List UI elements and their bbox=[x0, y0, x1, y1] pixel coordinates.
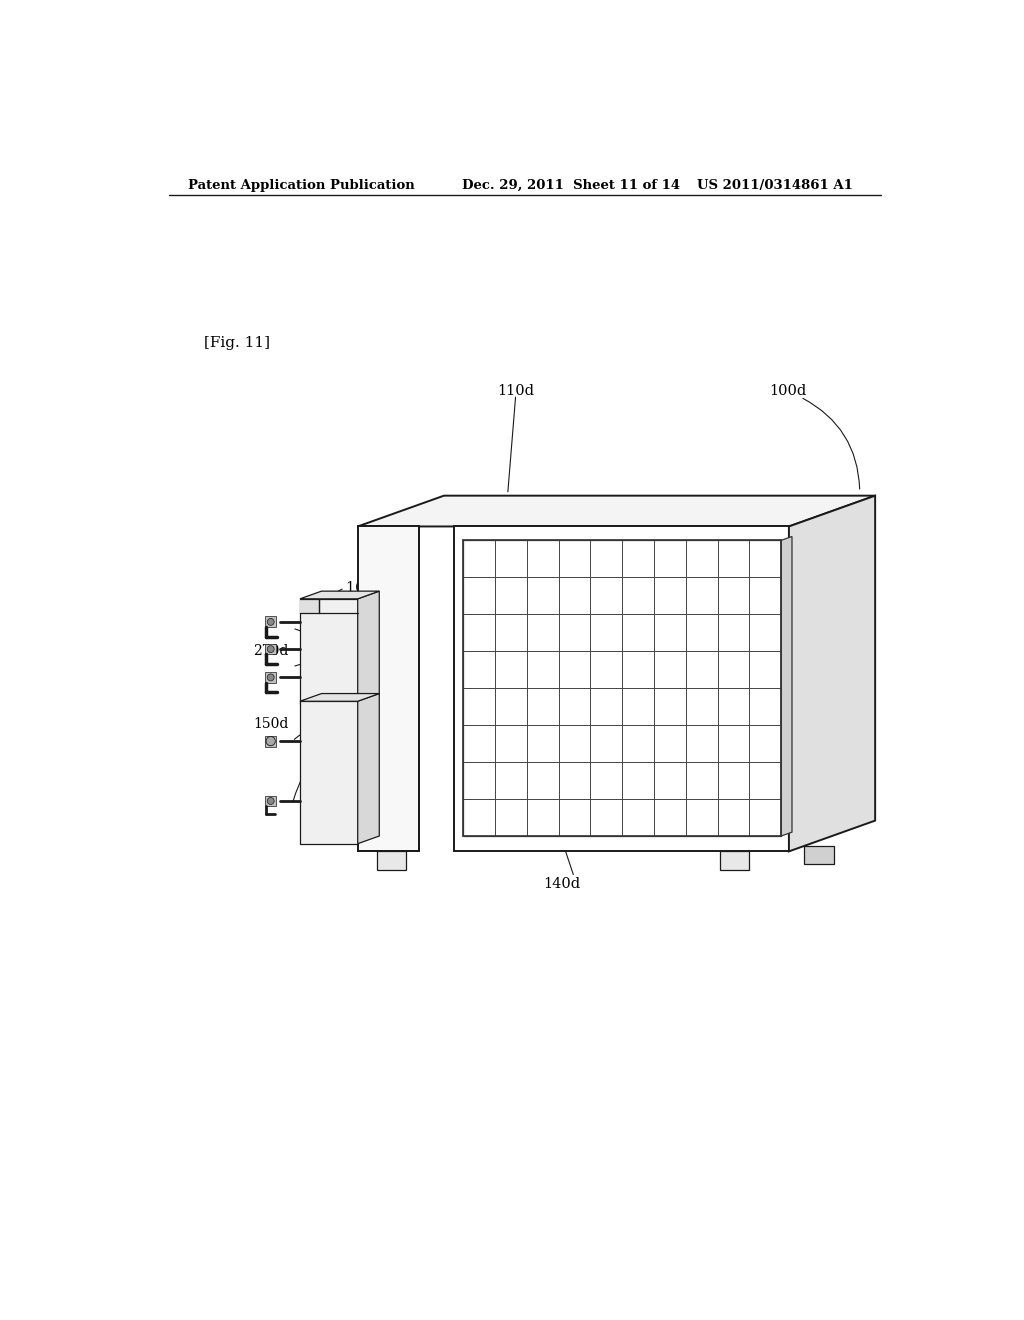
Polygon shape bbox=[313, 701, 323, 704]
Text: 275d: 275d bbox=[330, 653, 365, 668]
Polygon shape bbox=[788, 496, 876, 851]
Circle shape bbox=[267, 675, 274, 681]
Polygon shape bbox=[300, 701, 357, 843]
Polygon shape bbox=[720, 851, 749, 870]
Polygon shape bbox=[377, 851, 407, 870]
Polygon shape bbox=[265, 796, 276, 807]
Text: 100d: 100d bbox=[770, 384, 807, 397]
Text: 160d: 160d bbox=[346, 581, 388, 595]
Text: 110d: 110d bbox=[497, 384, 535, 397]
Text: 155d: 155d bbox=[330, 729, 365, 743]
Circle shape bbox=[267, 618, 274, 626]
Text: 300d: 300d bbox=[330, 673, 365, 686]
Text: 200d: 200d bbox=[346, 599, 388, 614]
Text: 271d: 271d bbox=[330, 640, 365, 653]
Text: 151d: 151d bbox=[330, 714, 365, 727]
Polygon shape bbox=[300, 693, 379, 701]
Polygon shape bbox=[265, 735, 276, 747]
Polygon shape bbox=[265, 644, 276, 655]
Polygon shape bbox=[804, 846, 834, 865]
Polygon shape bbox=[357, 527, 419, 851]
Polygon shape bbox=[300, 591, 379, 599]
Circle shape bbox=[267, 797, 274, 804]
Polygon shape bbox=[265, 616, 276, 627]
Text: Dec. 29, 2011  Sheet 11 of 14: Dec. 29, 2011 Sheet 11 of 14 bbox=[462, 178, 680, 191]
Text: 150d: 150d bbox=[253, 717, 289, 731]
Polygon shape bbox=[265, 672, 276, 682]
Polygon shape bbox=[781, 536, 792, 836]
Text: 270d: 270d bbox=[253, 644, 289, 659]
Polygon shape bbox=[463, 540, 781, 836]
Polygon shape bbox=[357, 496, 876, 527]
Text: Patent Application Publication: Patent Application Publication bbox=[188, 178, 415, 191]
Polygon shape bbox=[357, 591, 379, 704]
Polygon shape bbox=[300, 599, 319, 612]
Text: US 2011/0314861 A1: US 2011/0314861 A1 bbox=[696, 178, 852, 191]
Polygon shape bbox=[357, 693, 379, 843]
Text: 140d: 140d bbox=[543, 876, 581, 891]
Circle shape bbox=[266, 737, 275, 746]
Polygon shape bbox=[300, 599, 357, 704]
Text: [Fig. 11]: [Fig. 11] bbox=[204, 337, 269, 350]
Circle shape bbox=[267, 645, 274, 652]
Polygon shape bbox=[454, 527, 788, 851]
